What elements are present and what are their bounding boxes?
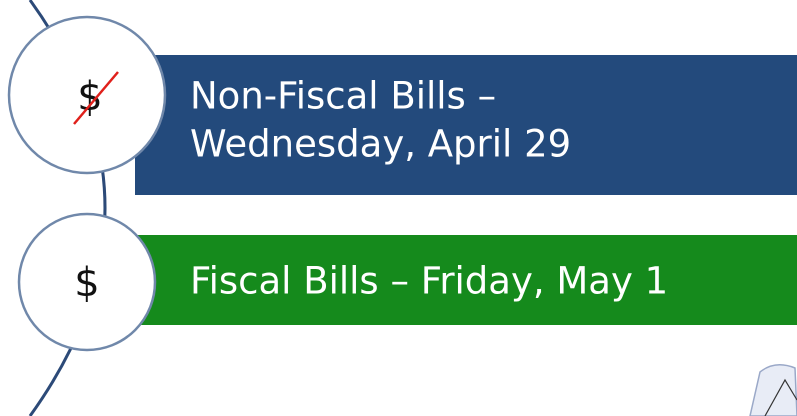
item-symbol: $ — [77, 74, 102, 120]
corner-icon-line — [764, 378, 797, 416]
corner-icon — [749, 364, 797, 416]
item-circle — [7, 15, 167, 175]
item-bar — [135, 55, 797, 195]
item-symbol: $ — [74, 260, 99, 306]
item-label: Fiscal Bills – Friday, May 1 — [190, 260, 668, 303]
item-label: Non-Fiscal Bills – — [190, 75, 496, 118]
strike-line — [73, 71, 119, 125]
item-bar — [135, 235, 797, 325]
item-label: Wednesday, April 29 — [190, 123, 571, 166]
item-circle — [17, 212, 157, 352]
